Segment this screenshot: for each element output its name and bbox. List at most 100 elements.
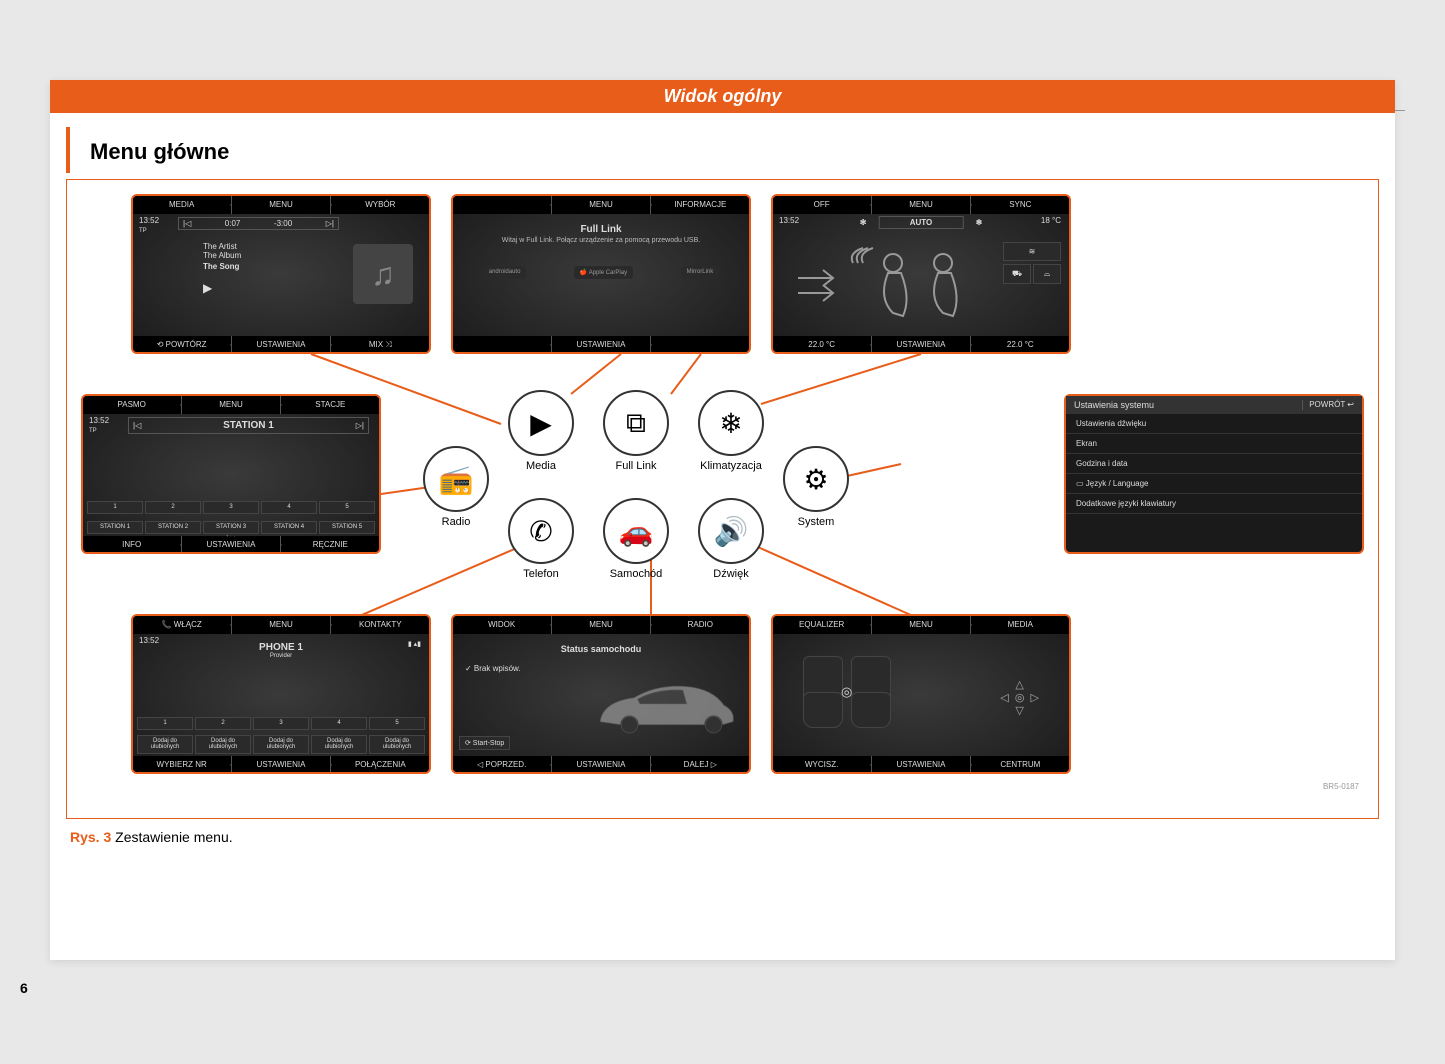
tab[interactable]: MENU: [871, 616, 970, 634]
hub-klimatyzacja[interactable]: ❄ Klimatyzacja: [691, 390, 771, 472]
page-header: Widok ogólny: [50, 80, 1395, 113]
preset-button[interactable]: STATION 2: [145, 521, 201, 534]
tab[interactable]: USTAWIENIA: [871, 336, 970, 354]
back-button[interactable]: POWRÓT ↩: [1302, 400, 1354, 410]
carplay-icon[interactable]: 🍎 Apple CarPlay: [574, 266, 633, 279]
tab[interactable]: MENU: [231, 196, 330, 214]
hub-fulllink[interactable]: ⧉ Full Link: [596, 390, 676, 472]
tab[interactable]: ⟲ POWTÓRZ: [133, 336, 231, 354]
settings-item[interactable]: Dodatkowe języki klawiatury: [1066, 494, 1362, 514]
phone-name: PHONE 1: [139, 642, 423, 653]
hub-media[interactable]: ▶ Media: [501, 390, 581, 472]
tab[interactable]: 📞 WŁĄCZ: [133, 616, 231, 634]
hub-system[interactable]: ⚙ System: [776, 446, 856, 528]
tab[interactable]: STACJE: [281, 396, 379, 414]
page-number: 6: [20, 980, 28, 996]
hub-samochod[interactable]: 🚗 Samochód: [596, 498, 676, 580]
tab[interactable]: USTAWIENIA: [551, 336, 650, 354]
fan-icon[interactable]: ✻: [860, 218, 867, 227]
fl-sub: Witaj w Full Link. Połącz urządzenie za …: [459, 237, 743, 244]
settings-item[interactable]: Godzina i data: [1066, 454, 1362, 474]
tab[interactable]: MIX ⤨: [331, 336, 429, 354]
next-icon[interactable]: ▷|: [326, 219, 334, 228]
preset-button[interactable]: STATION 1: [87, 521, 143, 534]
tab[interactable]: CENTRUM: [971, 756, 1069, 774]
snow-icon[interactable]: ❄: [976, 218, 983, 227]
preset-num: 1: [87, 501, 143, 514]
tab[interactable]: ◁ POPRZED.: [453, 756, 551, 774]
auto-mode[interactable]: AUTO: [910, 218, 933, 227]
tab[interactable]: WYBÓR: [331, 196, 429, 214]
tab[interactable]: USTAWIENIA: [551, 756, 650, 774]
settings-item[interactable]: Ekran: [1066, 434, 1362, 454]
figure-number: Rys. 3: [70, 829, 111, 845]
temp-r: 18 °C: [1041, 216, 1061, 225]
tab[interactable]: MENU: [871, 196, 970, 214]
tab[interactable]: INFORMACJE: [651, 196, 749, 214]
hub-telefon[interactable]: ✆ Telefon: [501, 498, 581, 580]
tab[interactable]: MENU: [231, 616, 330, 634]
tab[interactable]: WIDOK: [453, 616, 551, 634]
heat-button[interactable]: ≋: [1003, 242, 1061, 261]
fav-button[interactable]: Dodaj do ulubionych: [311, 735, 367, 754]
car-title: Status samochodu: [459, 644, 743, 654]
dpad[interactable]: △ ◁ ◎ ▷ ▽: [1000, 678, 1039, 717]
figure-text: Zestawienie menu.: [115, 829, 233, 845]
fav-button[interactable]: Dodaj do ulubionych: [253, 735, 309, 754]
tab: [651, 336, 749, 354]
tab[interactable]: INFO: [83, 536, 181, 554]
fav-num: 2: [195, 717, 251, 730]
prev-icon[interactable]: |◁: [133, 421, 141, 430]
settings-item[interactable]: ▭ Język / Language: [1066, 474, 1362, 494]
tab[interactable]: MENU: [181, 396, 280, 414]
tab[interactable]: SYNC: [971, 196, 1069, 214]
hub-radio[interactable]: 📻 Radio: [416, 446, 496, 528]
tab[interactable]: MENU: [551, 616, 650, 634]
tab[interactable]: RĘCZNIE: [281, 536, 379, 554]
settings-item[interactable]: Ustawienia dźwięku: [1066, 414, 1362, 434]
fav-num: 4: [311, 717, 367, 730]
screen-phone: 📞 WŁĄCZ MENU KONTAKTY 13:52 PHONE 1 Prov…: [131, 614, 431, 774]
tab[interactable]: RADIO: [651, 616, 749, 634]
prev-icon[interactable]: |◁: [183, 219, 191, 228]
tab[interactable]: MEDIA: [971, 616, 1069, 634]
balance-target-icon[interactable]: ◎: [841, 684, 852, 700]
next-icon[interactable]: ▷|: [356, 421, 364, 430]
tab[interactable]: WYBIERZ NR: [133, 756, 231, 774]
tab[interactable]: MENU: [551, 196, 650, 214]
tab[interactable]: USTAWIENIA: [871, 756, 970, 774]
recirc-button[interactable]: ⛟: [1003, 264, 1031, 284]
phone-icon: ✆: [529, 515, 552, 548]
preset-button[interactable]: STATION 5: [319, 521, 375, 534]
screen-climate: OFF MENU SYNC 13:52 18 °C ✻ AUTO ❄: [771, 194, 1071, 354]
tab[interactable]: POŁĄCZENIA: [331, 756, 429, 774]
preset-button[interactable]: STATION 3: [203, 521, 259, 534]
tab[interactable]: DALEJ ▷: [651, 756, 749, 774]
play-icon[interactable]: ▶: [203, 281, 241, 295]
hub-label: Telefon: [501, 568, 581, 580]
tab[interactable]: MEDIA: [133, 196, 231, 214]
tab[interactable]: KONTAKTY: [331, 616, 429, 634]
fav-button[interactable]: Dodaj do ulubionych: [195, 735, 251, 754]
android-auto-icon[interactable]: androidauto: [483, 266, 527, 279]
mirrorlink-icon[interactable]: MirrorLink: [681, 266, 720, 279]
tab[interactable]: USTAWIENIA: [231, 336, 330, 354]
hub-dzwiek[interactable]: 🔊 Dźwięk: [691, 498, 771, 580]
tab[interactable]: WYCISZ.: [773, 756, 871, 774]
tab[interactable]: USTAWIENIA: [231, 756, 330, 774]
temp-left[interactable]: 22.0 °C: [773, 336, 871, 354]
hub-label: Radio: [416, 516, 496, 528]
clock: 13:52: [139, 216, 159, 225]
defrost-button[interactable]: ⌓: [1033, 264, 1061, 284]
tab[interactable]: PASMO: [83, 396, 181, 414]
fav-num: 5: [369, 717, 425, 730]
startstop-button[interactable]: ⟳ Start-Stop: [459, 736, 510, 750]
fav-button[interactable]: Dodaj do ulubionych: [369, 735, 425, 754]
preset-num: 2: [145, 501, 201, 514]
tab[interactable]: EQUALIZER: [773, 616, 871, 634]
temp-right[interactable]: 22.0 °C: [971, 336, 1069, 354]
tab[interactable]: OFF: [773, 196, 871, 214]
fav-button[interactable]: Dodaj do ulubionych: [137, 735, 193, 754]
screen-sound: EQUALIZER MENU MEDIA ◎ △ ◁ ◎ ▷ ▽: [771, 614, 1071, 774]
preset-button[interactable]: STATION 4: [261, 521, 317, 534]
